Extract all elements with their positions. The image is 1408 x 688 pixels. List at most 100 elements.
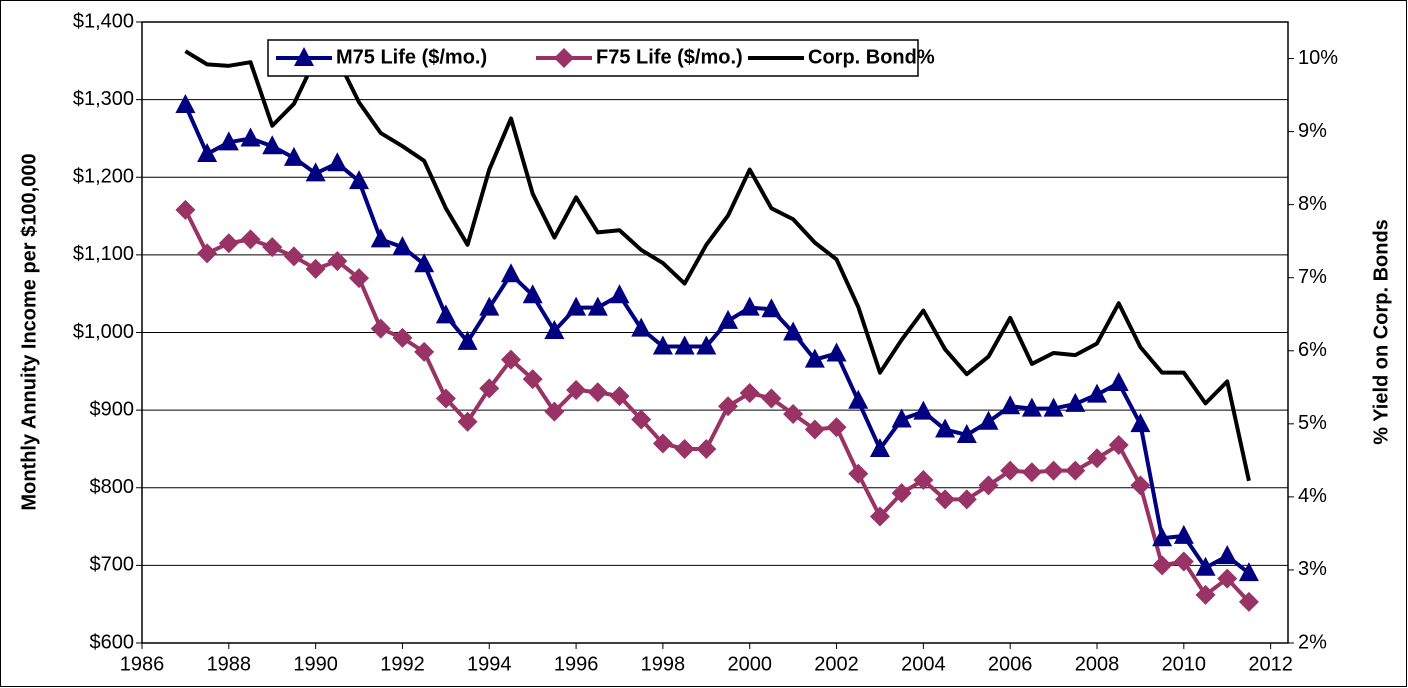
marker [869, 437, 890, 457]
marker [1130, 413, 1151, 433]
marker [544, 401, 565, 422]
y-tick-label: $600 [90, 631, 135, 653]
marker [392, 236, 413, 256]
marker [370, 228, 391, 248]
x-tick-label: 1996 [554, 653, 599, 675]
marker [609, 386, 630, 407]
marker [652, 335, 673, 355]
marker [457, 330, 478, 350]
marker [1152, 527, 1173, 547]
marker [848, 389, 869, 409]
x-tick-label: 2010 [1162, 653, 1207, 675]
legend-marker [554, 48, 574, 68]
marker [718, 396, 739, 417]
marker [913, 400, 934, 420]
marker [783, 321, 804, 341]
y-tick-label: $700 [90, 554, 135, 576]
marker [435, 388, 456, 409]
marker [1130, 475, 1151, 496]
marker [544, 319, 565, 339]
marker [1195, 556, 1216, 576]
plot-area [183, 49, 1251, 604]
marker [956, 423, 977, 443]
marker [956, 489, 977, 510]
marker [175, 199, 196, 220]
series-line [183, 208, 1251, 604]
marker [1000, 395, 1021, 415]
marker [349, 268, 370, 289]
marker [218, 233, 239, 254]
plot-frame [141, 21, 1289, 644]
marker [479, 296, 500, 316]
marker [240, 229, 261, 250]
series-line [183, 104, 1251, 575]
x-tick-label: 2006 [988, 653, 1033, 675]
marker [240, 127, 261, 147]
marker [500, 263, 521, 283]
y-tick-label: $1,200 [73, 166, 134, 188]
marker [761, 298, 782, 318]
y2-tick-label: 10% [1298, 47, 1338, 69]
marker [262, 135, 283, 155]
marker [631, 317, 652, 337]
marker [1173, 551, 1194, 572]
marker [305, 162, 326, 182]
legend-label: F75 Life ($/mo.) [596, 46, 743, 68]
marker [414, 253, 435, 273]
marker [1152, 555, 1173, 576]
y-tick-label: $1,000 [73, 321, 134, 343]
marker [913, 469, 934, 490]
marker [652, 433, 673, 454]
y2-tick-label: 9% [1298, 120, 1327, 142]
marker [826, 342, 847, 362]
marker [566, 296, 587, 316]
marker [1217, 545, 1238, 565]
marker [631, 409, 652, 430]
marker [783, 404, 804, 425]
marker [674, 438, 695, 459]
x-tick-label: 2008 [1075, 653, 1120, 675]
marker [935, 489, 956, 510]
marker [566, 379, 587, 400]
marker [1000, 460, 1021, 481]
marker [1238, 591, 1259, 612]
marker [522, 369, 543, 390]
marker [935, 418, 956, 438]
x-tick-label: 2000 [727, 653, 772, 675]
legend-marker [294, 47, 314, 66]
y2-axis-title: % Yield on Corp. Bonds [1370, 219, 1392, 445]
marker [435, 304, 456, 324]
legend-label: Corp. Bond% [808, 46, 935, 68]
y2-tick-label: 2% [1298, 631, 1327, 653]
marker [848, 463, 869, 484]
y2-tick-label: 8% [1298, 193, 1327, 215]
marker [696, 438, 717, 459]
marker [761, 388, 782, 409]
x-tick-label: 1988 [207, 653, 252, 675]
marker [978, 475, 999, 496]
marker [718, 309, 739, 329]
y-tick-label: $1,300 [73, 88, 134, 110]
x-tick-label: 2002 [814, 653, 859, 675]
marker [1065, 392, 1086, 412]
marker [1021, 397, 1042, 417]
y2-tick-label: 4% [1298, 485, 1327, 507]
marker [1087, 448, 1107, 469]
marker [804, 419, 825, 440]
marker [283, 146, 304, 166]
marker [1087, 383, 1107, 403]
marker [392, 327, 413, 348]
marker [739, 296, 760, 316]
marker [1173, 524, 1194, 544]
marker [1021, 462, 1042, 483]
marker [587, 382, 608, 403]
marker [349, 170, 370, 190]
marker [1108, 435, 1129, 456]
marker [197, 142, 218, 162]
legend-label: M75 Life ($/mo.) [336, 46, 487, 68]
marker [218, 131, 239, 151]
y2-tick-label: 6% [1298, 339, 1327, 361]
marker [891, 408, 912, 428]
marker [479, 378, 500, 399]
